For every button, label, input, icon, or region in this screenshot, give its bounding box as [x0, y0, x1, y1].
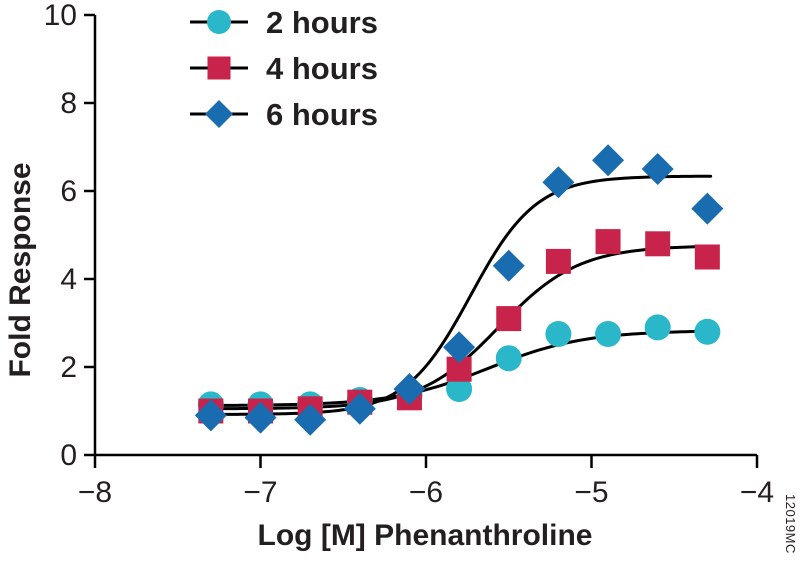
- legend-label: 6 hours: [266, 97, 378, 132]
- data-point: [194, 399, 227, 432]
- data-point: [446, 376, 473, 402]
- watermark-code: 12019MC: [783, 494, 798, 554]
- y-tick-label: 4: [60, 263, 77, 296]
- data-point: [545, 248, 571, 274]
- data-point: [542, 166, 575, 199]
- series-6-hours: [194, 144, 724, 436]
- data-point: [592, 144, 625, 177]
- data-point: [545, 321, 572, 347]
- data-point: [496, 306, 522, 332]
- legend-label: 4 hours: [266, 51, 378, 86]
- y-tick-label: 6: [60, 175, 77, 208]
- x-tick-label: −4: [740, 476, 774, 509]
- data-point: [595, 321, 622, 347]
- data-point: [694, 318, 721, 345]
- legend-label: 2 hours: [266, 5, 378, 40]
- data-point: [443, 331, 476, 364]
- data-point: [492, 249, 525, 282]
- data-point: [244, 401, 277, 434]
- y-axis-title: Fold Response: [4, 162, 37, 377]
- fit-curve: [201, 174, 713, 416]
- data-point: [393, 373, 426, 405]
- y-tick-label: 2: [60, 351, 77, 384]
- chart-data-markers: [194, 144, 724, 436]
- legend-marker-diamond: [205, 100, 233, 128]
- y-axis-tick-labels: 0 2 4 6 8 10: [44, 0, 77, 472]
- x-tick-label: −5: [574, 476, 608, 509]
- chart-legend: 2 hours 4 hours 6 hours: [190, 5, 378, 132]
- x-tick-label: −8: [78, 476, 112, 509]
- x-axis-title: Log [M] Phenanthroline: [258, 519, 593, 552]
- data-point: [694, 244, 720, 270]
- y-tick-label: 8: [60, 87, 77, 120]
- x-tick-label: −7: [243, 476, 277, 509]
- chart-axes: [84, 13, 759, 468]
- x-axis-tick-labels: −8 −7 −6 −5 −4: [78, 476, 774, 509]
- data-point: [294, 403, 327, 436]
- legend-marker-circle: [207, 10, 231, 34]
- data-point: [691, 192, 724, 225]
- y-tick-label: 0: [60, 439, 77, 472]
- y-tick-label: 10: [44, 0, 77, 32]
- data-point: [644, 314, 671, 341]
- legend-marker-square: [207, 56, 231, 80]
- data-point: [645, 231, 671, 257]
- data-point: [641, 153, 674, 185]
- data-point: [343, 392, 376, 425]
- data-point: [495, 345, 522, 372]
- data-point: [595, 229, 621, 255]
- x-tick-label: −6: [409, 476, 443, 509]
